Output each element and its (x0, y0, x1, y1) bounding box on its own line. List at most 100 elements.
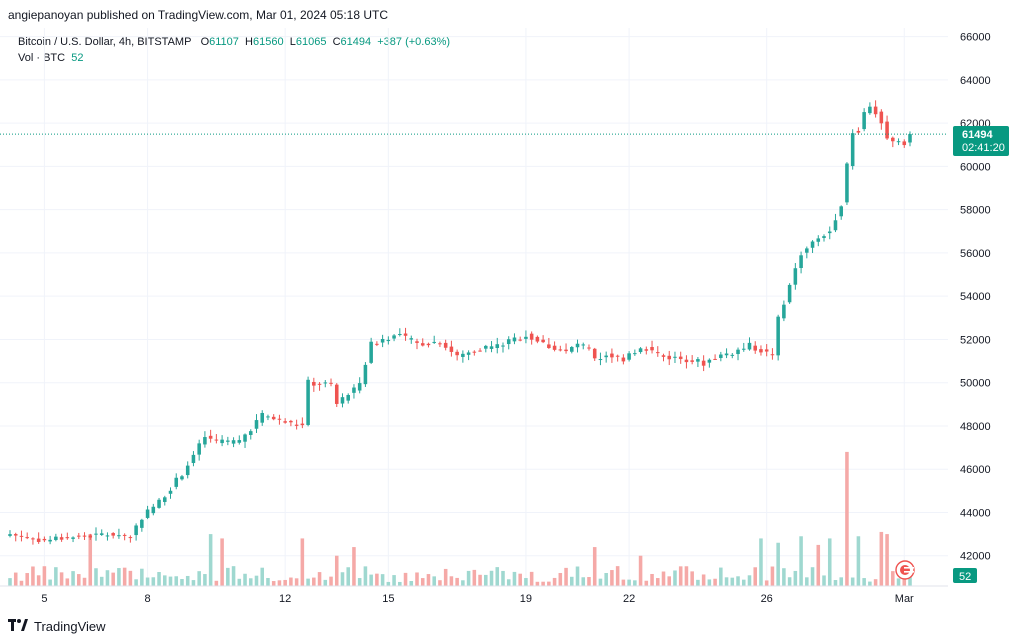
candle-body (13, 534, 18, 536)
candle-body (696, 359, 700, 362)
volume-bar (191, 580, 196, 586)
candle-body (94, 533, 98, 535)
candle-body (478, 350, 482, 352)
footer-brand: TradingView (8, 618, 106, 634)
volume-bar (237, 578, 242, 586)
candle-body (598, 359, 603, 361)
volume-bar (443, 568, 448, 586)
volume-bar (455, 577, 459, 586)
volume-bar (638, 555, 643, 586)
volume-bar (581, 577, 586, 586)
candle-body (484, 345, 488, 349)
volume-bar (570, 576, 574, 586)
x-tick-label: Mar (895, 593, 914, 605)
volume-bar (59, 572, 64, 586)
volume-bar (168, 576, 173, 586)
candle-body (59, 537, 64, 540)
candle-body (661, 355, 666, 357)
legend-high: 61560 (253, 36, 284, 48)
candle-body (260, 412, 265, 423)
volume-bar (128, 570, 133, 586)
candle-body (380, 338, 385, 343)
volume-bars (8, 451, 912, 586)
volume-bar (226, 567, 230, 586)
volume-bar (518, 573, 522, 586)
candle-body (512, 337, 517, 342)
volume-bar (185, 575, 190, 586)
candle-body (168, 490, 173, 494)
candle-body (489, 346, 494, 349)
candle-body (392, 335, 396, 339)
volume-bar (386, 581, 391, 586)
x-tick-label: 8 (145, 593, 151, 605)
candle-body (690, 360, 694, 362)
candle-body (220, 439, 224, 444)
candle-body (271, 416, 276, 420)
candle-body (197, 443, 201, 455)
candle-body (352, 387, 356, 393)
candle-body (99, 533, 104, 535)
volume-bar (163, 575, 167, 586)
candle-body (764, 349, 769, 352)
candle-body (65, 537, 70, 539)
volume-bar (403, 572, 408, 586)
volume-bar (885, 534, 889, 586)
volume-bar (329, 576, 333, 586)
candle-body (289, 420, 293, 423)
price-chart[interactable]: 4200044000460004800050000520005400056000… (0, 22, 1024, 614)
volume-bar (380, 574, 385, 586)
volume-bar (432, 576, 436, 586)
price-badge-bg (953, 126, 1009, 156)
candle-body (340, 397, 345, 404)
candle-body (713, 358, 717, 360)
volume-bar (701, 574, 706, 586)
volume-bar (598, 578, 603, 586)
volume-bar (254, 575, 259, 586)
volume-badge-value: 52 (959, 571, 971, 583)
volume-bar (896, 578, 901, 586)
candle-body (294, 424, 299, 426)
candle-body (535, 336, 540, 342)
candle-body (145, 509, 150, 518)
volume-bar (610, 570, 614, 586)
candle-body (31, 538, 35, 540)
y-axis: 42000 44000 46000 48000 50000 52000 54000 56000… (960, 32, 991, 563)
candle-body (117, 535, 121, 537)
candle-body (266, 416, 270, 418)
candle-body (552, 345, 557, 350)
candle-body (231, 440, 236, 444)
volume-bar (902, 578, 907, 586)
x-tick-label: 22 (623, 593, 635, 605)
volume-bar (827, 538, 832, 586)
volume-bar (776, 542, 780, 586)
chart-grid (0, 28, 948, 586)
y-tick-label: 54000 (960, 291, 991, 303)
candle-body (558, 349, 563, 351)
x-tick-label: 15 (382, 593, 394, 605)
volume-bar (810, 567, 815, 586)
volume-bar (369, 574, 373, 586)
candle-body (472, 351, 477, 353)
legend-open-label: O (200, 36, 210, 48)
volume-bar (180, 579, 184, 586)
y-tick-label: 44000 (960, 507, 991, 519)
volume-bar (99, 576, 104, 586)
replay-icon[interactable] (895, 560, 915, 580)
volume-bar (759, 538, 763, 586)
volume-bar (363, 566, 368, 586)
volume-bar (409, 580, 414, 586)
candle-body (604, 355, 608, 358)
volume-bar (82, 577, 87, 586)
candle-body (529, 333, 534, 340)
volume-bar (770, 566, 775, 586)
volume-bar (862, 578, 866, 586)
candle-body (329, 382, 333, 384)
candle-body (541, 339, 545, 343)
candle-body (845, 163, 849, 203)
candle-body (678, 356, 683, 360)
volume-bar (719, 567, 723, 586)
legend-vol-label[interactable]: Vol · BTC (18, 52, 66, 64)
volume-bar (782, 568, 786, 586)
volume-bar (833, 580, 838, 586)
volume-bar (466, 570, 471, 586)
